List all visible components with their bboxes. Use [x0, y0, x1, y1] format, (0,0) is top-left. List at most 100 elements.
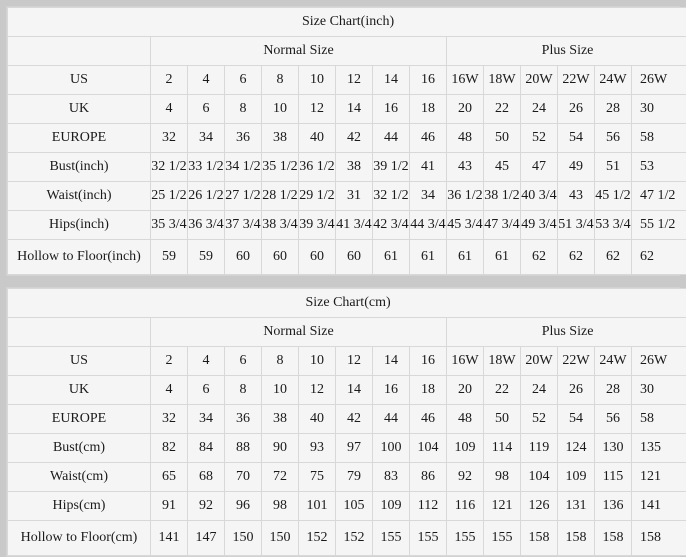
- table-cell: 116: [447, 492, 484, 521]
- table-cell: 47 1/2: [632, 182, 686, 211]
- table-cell: 26: [558, 95, 595, 124]
- table-cell: 32 1/2: [373, 182, 410, 211]
- table-cell: 62: [558, 240, 595, 275]
- table-cell: 45 1/2: [595, 182, 632, 211]
- table-cell: 24W: [595, 66, 632, 95]
- table-cell: 28: [595, 376, 632, 405]
- table-cell: 46: [410, 405, 447, 434]
- table-cell: 158: [632, 521, 686, 556]
- table-cell: 65: [151, 463, 188, 492]
- table-cell: 8: [225, 95, 262, 124]
- table-cell: 92: [447, 463, 484, 492]
- row-label: Waist(inch): [8, 182, 151, 211]
- table-cell: 6: [188, 95, 225, 124]
- table-cell: 38: [262, 405, 299, 434]
- table-cell: 109: [447, 434, 484, 463]
- table-cell: 6: [225, 347, 262, 376]
- table-cell: 130: [595, 434, 632, 463]
- table-cell: 59: [188, 240, 225, 275]
- table-cell: 34: [410, 182, 447, 211]
- table-cell: 158: [558, 521, 595, 556]
- table-cell: 26W: [632, 66, 686, 95]
- table-cell: 97: [336, 434, 373, 463]
- table-cell: 54: [558, 405, 595, 434]
- table-cell: 14: [373, 66, 410, 95]
- group-header-plus: Plus Size: [447, 37, 686, 66]
- table-cell: 135: [632, 434, 686, 463]
- table-cell: 12: [299, 95, 336, 124]
- table-cell: 43: [447, 153, 484, 182]
- table-row: EUROPE 32 34 36 38 40 42 44 46 48 50 52 …: [8, 405, 686, 434]
- table-cell: 2: [151, 66, 188, 95]
- table-row: Waist(cm) 65 68 70 72 75 79 83 86 92 98 …: [8, 463, 686, 492]
- table-cell: 131: [558, 492, 595, 521]
- table-cell: 141: [632, 492, 686, 521]
- table-cell: 46: [410, 124, 447, 153]
- table-cell: 22: [484, 376, 521, 405]
- table-cell: 48: [447, 124, 484, 153]
- table-cell: 22W: [558, 66, 595, 95]
- table-cell: 36 3/4: [188, 211, 225, 240]
- table-cell: 12: [299, 376, 336, 405]
- size-table-inch: Size Chart(inch) Normal Size Plus Size U…: [7, 7, 686, 275]
- table-row: Bust(cm) 82 84 88 90 93 97 100 104 109 1…: [8, 434, 686, 463]
- table-cell: 62: [521, 240, 558, 275]
- chart-title-row: Size Chart(cm): [8, 289, 686, 318]
- table-cell: 26 1/2: [188, 182, 225, 211]
- table-cell: 14: [336, 95, 373, 124]
- table-cell: 62: [595, 240, 632, 275]
- table-cell: 4: [151, 376, 188, 405]
- table-cell: 100: [373, 434, 410, 463]
- table-cell: 42: [336, 405, 373, 434]
- table-cell: 112: [410, 492, 447, 521]
- table-cell: 32: [151, 405, 188, 434]
- table-cell: 20: [447, 376, 484, 405]
- table-cell: 121: [484, 492, 521, 521]
- table-row: US 2 4 6 8 10 12 14 16 16W 18W 20W 22W 2…: [8, 66, 686, 95]
- table-cell: 2: [151, 347, 188, 376]
- row-label: Waist(cm): [8, 463, 151, 492]
- table-cell: 56: [595, 405, 632, 434]
- table-cell: 61: [410, 240, 447, 275]
- table-cell: 38 1/2: [484, 182, 521, 211]
- table-cell: 59: [151, 240, 188, 275]
- table-cell: 155: [410, 521, 447, 556]
- table-cell: 152: [336, 521, 373, 556]
- table-cell: 22W: [558, 347, 595, 376]
- group-header-normal: Normal Size: [151, 37, 447, 66]
- table-cell: 10: [299, 347, 336, 376]
- table-cell: 60: [336, 240, 373, 275]
- table-cell: 104: [521, 463, 558, 492]
- table-cell: 84: [188, 434, 225, 463]
- table-cell: 4: [188, 347, 225, 376]
- table-cell: 86: [410, 463, 447, 492]
- table-cell: 150: [262, 521, 299, 556]
- table-cell: 34: [188, 124, 225, 153]
- table-cell: 104: [410, 434, 447, 463]
- size-table-cm: Size Chart(cm) Normal Size Plus Size US …: [7, 288, 686, 556]
- table-cell: 158: [521, 521, 558, 556]
- table-cell: 40: [299, 405, 336, 434]
- table-cell: 109: [373, 492, 410, 521]
- table-cell: 50: [484, 405, 521, 434]
- table-cell: 31: [336, 182, 373, 211]
- table-cell: 33 1/2: [188, 153, 225, 182]
- table-cell: 51: [595, 153, 632, 182]
- table-cell: 12: [336, 66, 373, 95]
- table-cell: 55 1/2: [632, 211, 686, 240]
- table-cell: 30: [632, 95, 686, 124]
- table-cell: 24W: [595, 347, 632, 376]
- table-cell: 26: [558, 376, 595, 405]
- table-cell: 35 1/2: [262, 153, 299, 182]
- table-cell: 10: [299, 66, 336, 95]
- table-cell: 38: [262, 124, 299, 153]
- table-cell: 44: [373, 405, 410, 434]
- row-label: US: [8, 66, 151, 95]
- table-cell: 20W: [521, 347, 558, 376]
- table-cell: 45: [484, 153, 521, 182]
- table-cell: 155: [484, 521, 521, 556]
- table-cell: 36: [225, 405, 262, 434]
- table-cell: 105: [336, 492, 373, 521]
- table-cell: 25 1/2: [151, 182, 188, 211]
- table-cell: 114: [484, 434, 521, 463]
